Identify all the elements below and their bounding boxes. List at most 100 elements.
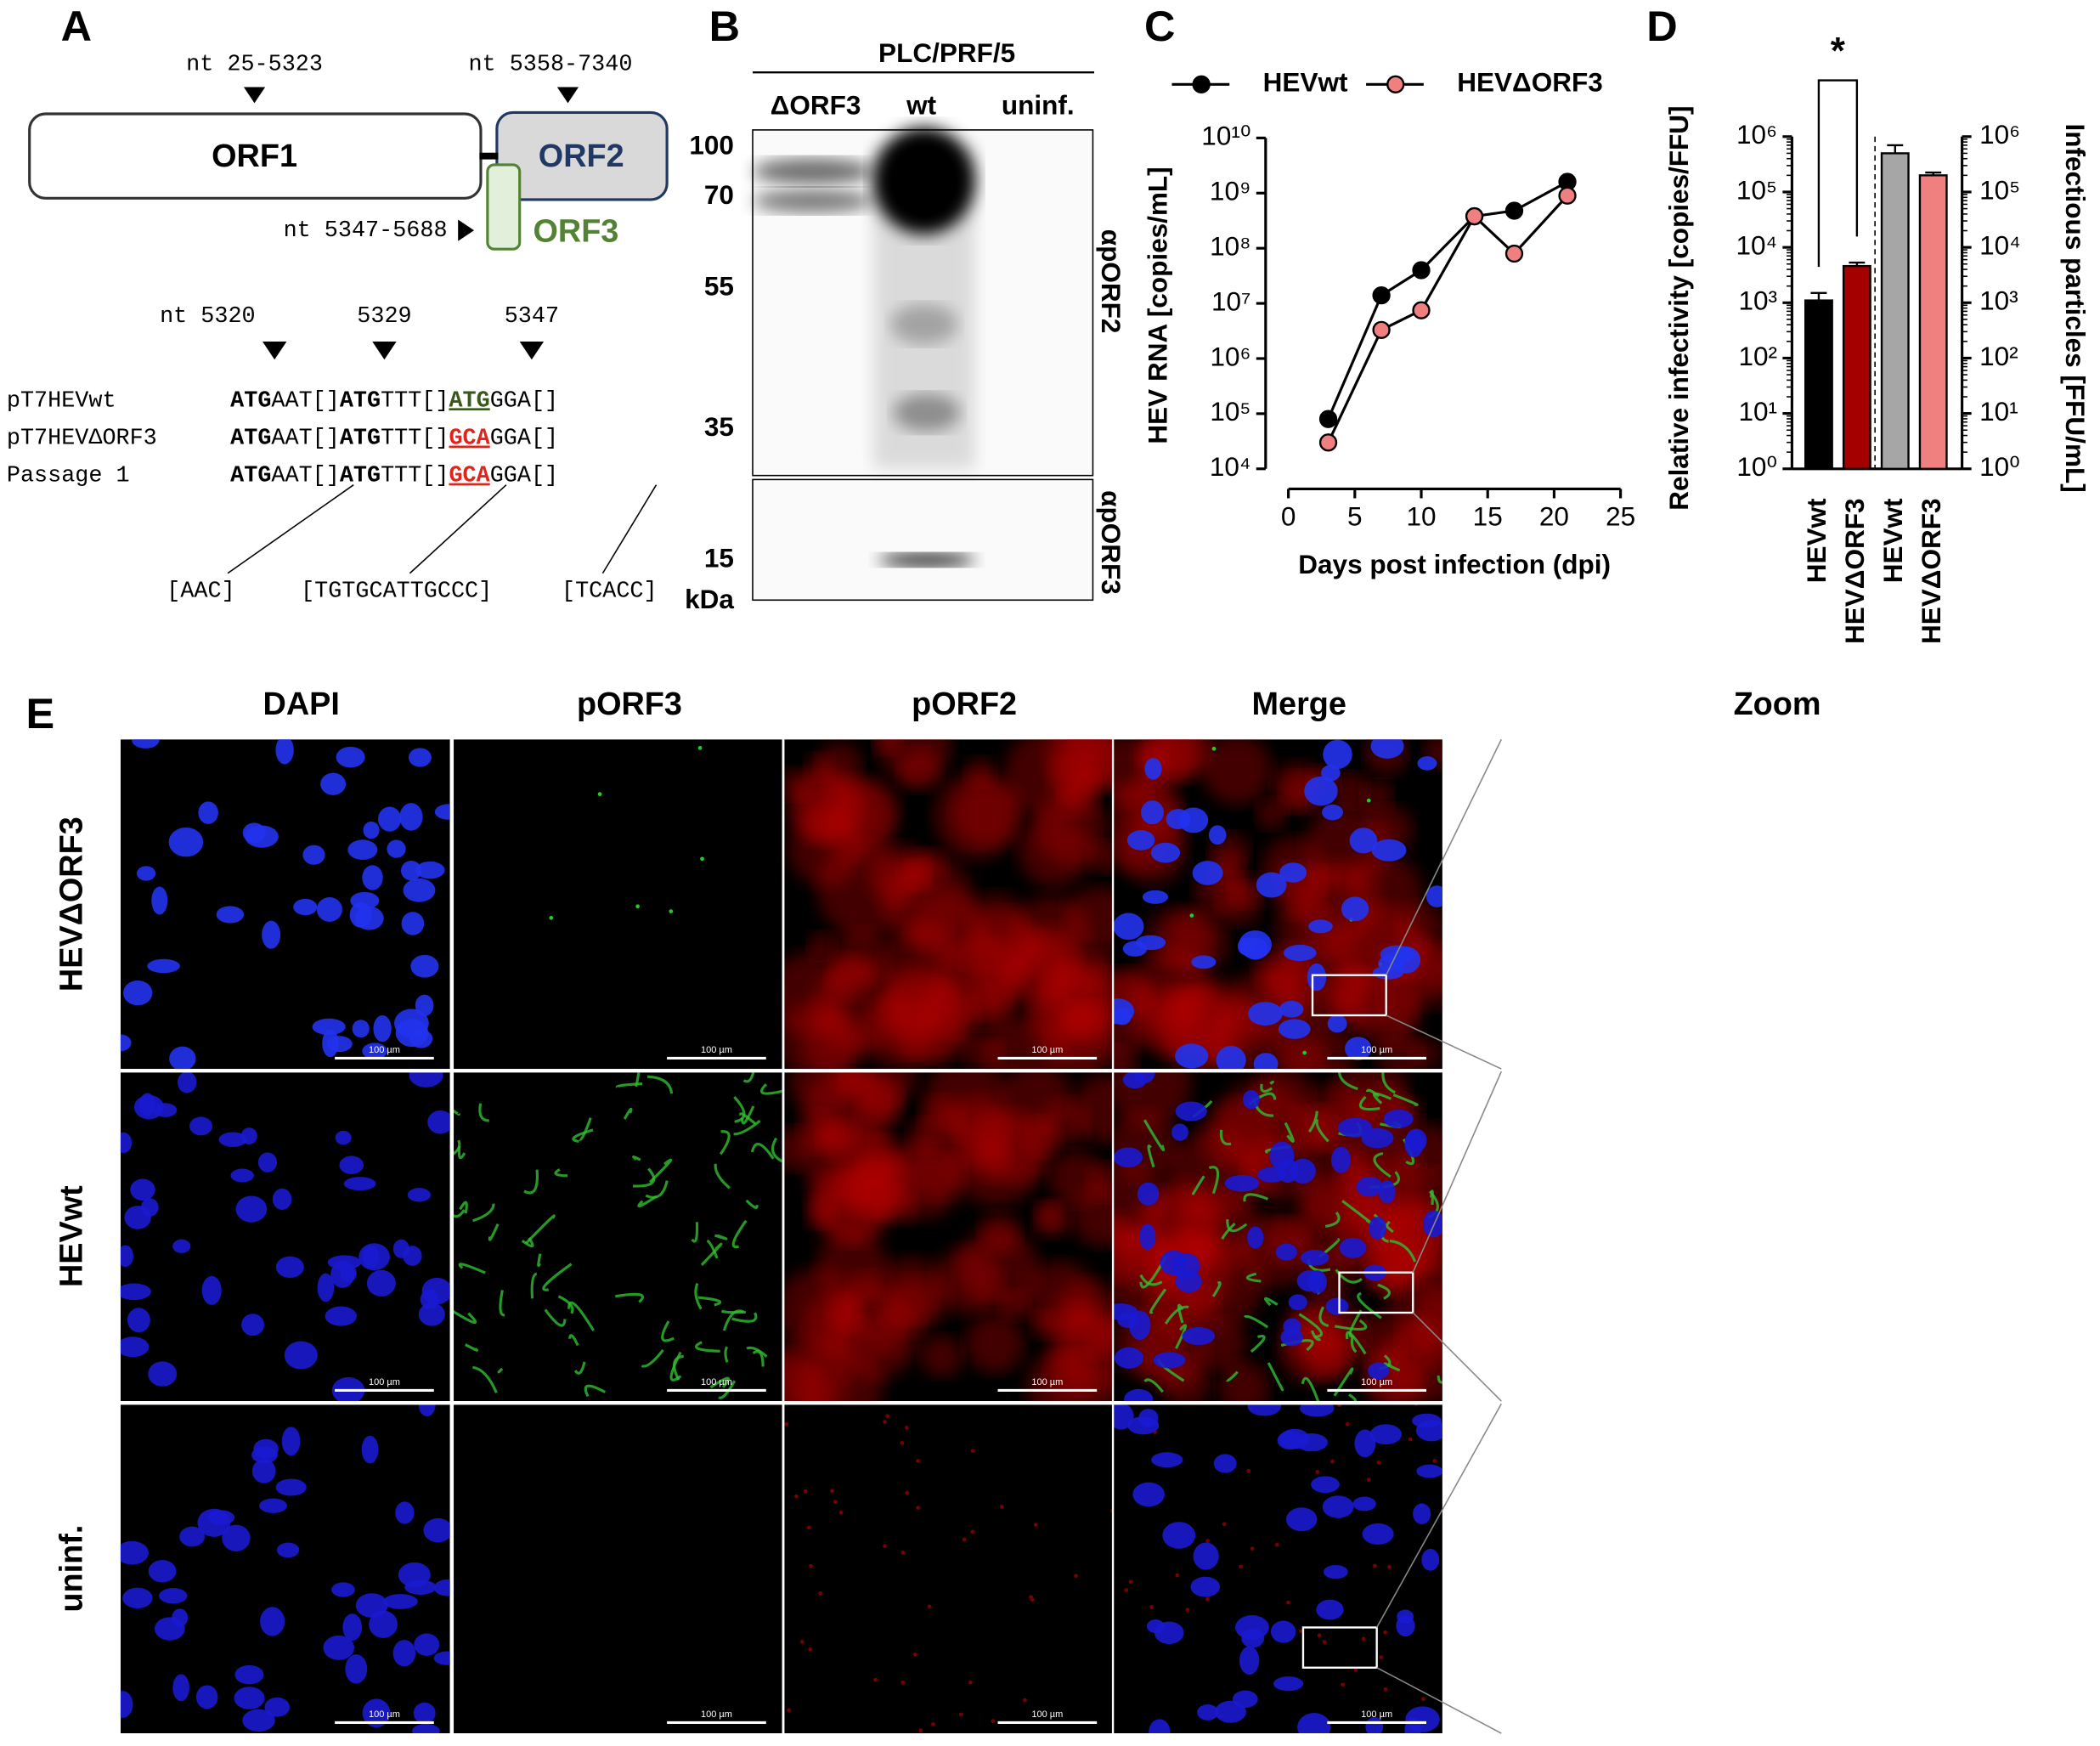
nucleus [159,1588,188,1604]
green-signal [2045,1264,2061,1285]
red-signal [808,931,836,960]
red-signal [1957,997,2042,1082]
nucleus [345,1654,368,1684]
nucleus [1175,1101,1207,1122]
micrograph [452,1071,782,1402]
error-bar [1810,291,1827,301]
nucleus [1555,1093,1577,1117]
red-speck [968,1680,973,1685]
green-signal [1875,1325,1882,1342]
lane-label: ΔORF3 [771,89,861,120]
red-signal [1719,1287,1808,1376]
nucleus [2035,980,2065,996]
nucleus [1933,732,1967,754]
nucleus [1290,1158,1316,1184]
green-signal [1943,1291,1950,1295]
nucleus [1237,937,1256,956]
red-signal [1648,1025,1708,1085]
orf3-box [486,163,522,251]
column-header: pORF3 [577,687,682,722]
nucleus [302,845,325,865]
nucleus [317,1273,335,1302]
orf-link [479,152,499,160]
nucleus [392,1239,409,1258]
red-speck [918,1728,923,1733]
red-speck [1128,1579,1133,1585]
red-signal [1805,1111,1864,1170]
nucleus [1144,758,1162,780]
nucleus [1322,1495,1354,1518]
red-signal [1478,826,1561,909]
nucleus [1945,969,1968,986]
red-signal [1586,1290,1672,1376]
nucleus [1692,1495,1711,1512]
nucleus [1674,945,1702,964]
green-signal [646,1075,674,1094]
nucleus [1755,1622,1787,1651]
micrograph [452,739,782,1070]
codon: TTT[] [381,388,449,414]
red-signal [1549,1142,1600,1194]
green-signal [1481,1161,1503,1174]
green-signal [1429,1189,1434,1206]
red-signal [2024,946,2074,997]
red-signal [1762,888,1791,917]
cell-line: PLC/PRF/5 [878,37,1015,68]
nucleus [242,822,266,844]
position-label: 5347 [505,304,559,330]
red-signal [919,1095,964,1140]
red-signal [1526,1340,1612,1426]
nucleus [275,1478,307,1496]
nucleus [415,861,445,879]
nucleus [325,1306,357,1326]
nucleus [1620,1671,1641,1689]
nucleus [1580,1588,1598,1609]
nucleus [1611,822,1643,836]
green-signal [1512,1206,1521,1226]
nucleus [1126,830,1155,850]
red-signal [1639,1131,1731,1223]
antibody-label: αpORF3 [1096,490,1126,595]
green-signal [1684,1207,1702,1227]
nucleus [1153,1352,1186,1369]
nucleus [120,1691,133,1718]
x-tick-label: 5 [1347,500,1363,531]
red-signal [1502,918,1549,965]
nucleus [1354,1429,1376,1458]
nucleus [1416,1464,1442,1478]
nucleus [1256,872,1287,898]
y-tick-label: 10² [1738,341,1777,371]
red-signal [1860,928,1938,1005]
green-signal [1539,1338,1550,1355]
nucleus [1696,948,1722,973]
red-speck [927,1604,932,1609]
green-signal [714,1163,731,1189]
nucleus [1791,1345,1822,1375]
nucleus [320,772,347,795]
green-signal [1674,1195,1679,1209]
red-signal [882,854,974,946]
green-speck [1573,913,1578,917]
nucleus [1642,1043,1658,1065]
nucleus [178,1071,197,1093]
nucleus [130,1178,155,1201]
insert-sequence: [AAC] [167,579,234,604]
nucleus [1113,998,1135,1025]
green-signal [645,1180,669,1199]
green-signal [478,1103,489,1122]
nucleus [1755,1120,1772,1147]
significance-bracket [1817,79,1859,268]
green-signal [1246,1272,1262,1283]
nucleus [1502,1097,1528,1117]
nucleus [343,1177,376,1191]
red-signal [965,757,996,788]
red-signal [1990,1020,2059,1090]
data-point [1412,301,1431,319]
red-speck [838,1510,844,1515]
nucleus [387,839,406,858]
nucleus [1370,739,1404,759]
green-signal [1608,1087,1617,1092]
scale-bar-label: 100 µm [369,1709,400,1720]
nucleus [1771,913,1794,936]
green-signal [1645,1091,1664,1121]
